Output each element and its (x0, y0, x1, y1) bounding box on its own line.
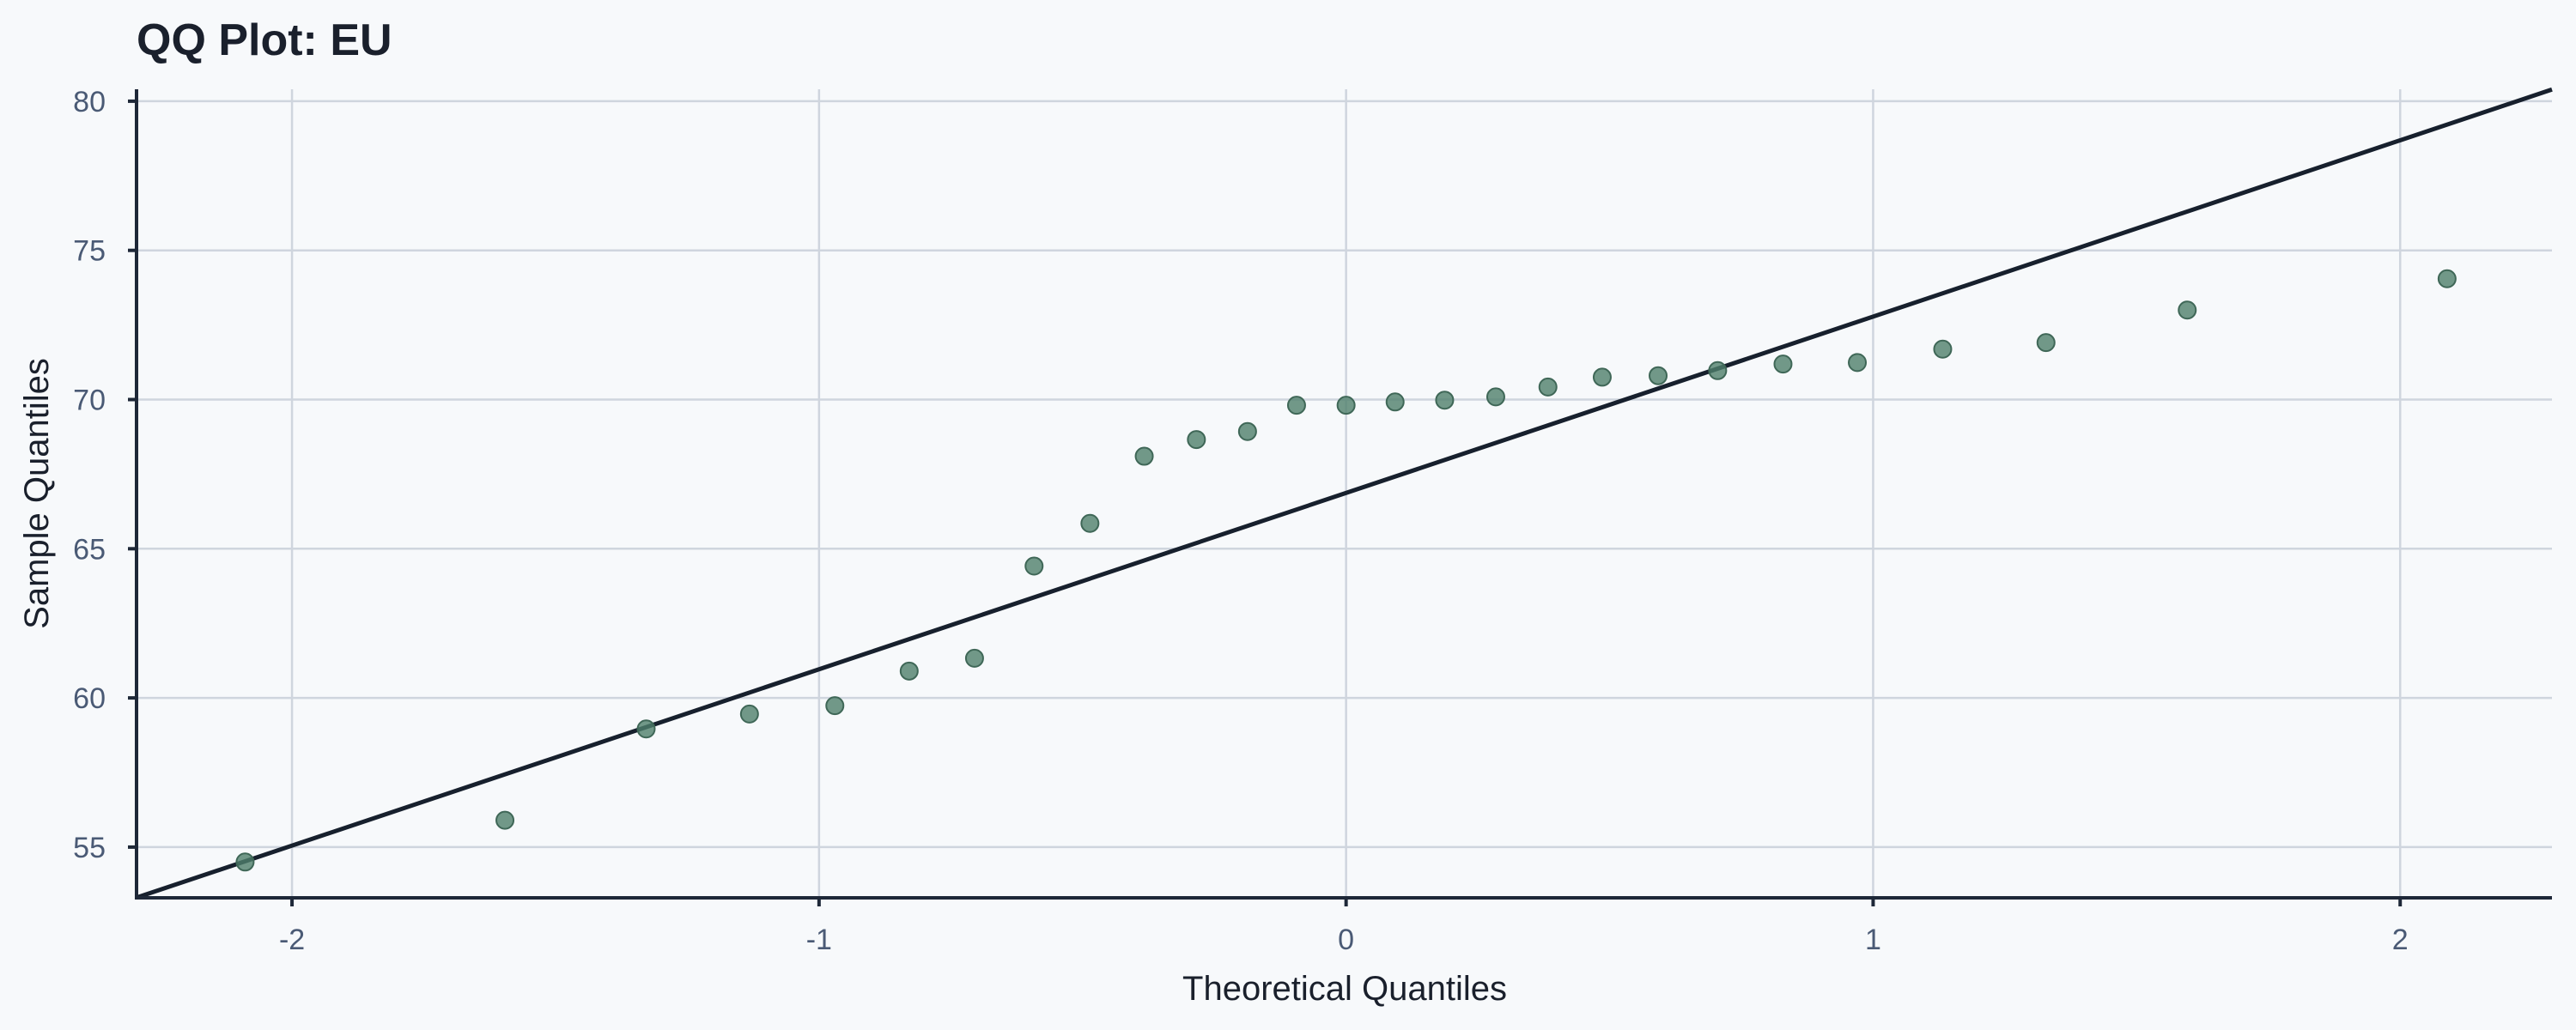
x-axis-label: Theoretical Quantiles (1182, 970, 1507, 1008)
data-point (1080, 513, 1100, 533)
data-points (235, 269, 2457, 872)
data-point (2036, 333, 2056, 353)
data-point (235, 852, 255, 872)
x-tick-label: -2 (279, 924, 305, 956)
data-point (1385, 392, 1405, 412)
data-point (2437, 269, 2457, 288)
data-point (2178, 300, 2197, 320)
data-point (1286, 396, 1306, 415)
x-tick-label: 0 (1338, 924, 1354, 956)
y-tick-label: 60 (73, 682, 106, 715)
chart-title: QQ Plot: EU (137, 15, 392, 65)
data-point (1336, 396, 1356, 415)
y-tick-label: 80 (73, 86, 106, 118)
data-point (1187, 430, 1206, 450)
data-point (964, 648, 984, 668)
x-tick-label: -1 (806, 924, 832, 956)
data-point (1592, 367, 1612, 387)
data-point (1024, 556, 1044, 576)
data-point (1933, 339, 1953, 359)
y-tick-label: 55 (73, 832, 106, 864)
data-point (636, 719, 656, 739)
data-point (1538, 377, 1558, 397)
data-point (1848, 353, 1868, 373)
data-point (1773, 354, 1793, 374)
data-point (1649, 366, 1668, 385)
data-point (825, 696, 845, 716)
data-point (739, 704, 759, 724)
ticks: -2 -1 0 1 2 55 60 65 70 75 80 (73, 86, 2409, 956)
x-tick-label: 1 (1865, 924, 1881, 956)
data-point (495, 810, 515, 830)
data-point (1237, 421, 1257, 441)
data-point (899, 661, 919, 681)
y-tick-label: 70 (73, 385, 106, 417)
x-tick-label: 2 (2392, 924, 2409, 956)
data-point (1435, 391, 1455, 410)
y-tick-label: 65 (73, 533, 106, 566)
reference-line (136, 87, 2553, 900)
data-point (1708, 360, 1728, 380)
y-axis-label: Sample Quantiles (18, 358, 56, 629)
data-point (1134, 446, 1154, 466)
data-point (1485, 387, 1505, 407)
y-tick-label: 75 (73, 235, 106, 268)
